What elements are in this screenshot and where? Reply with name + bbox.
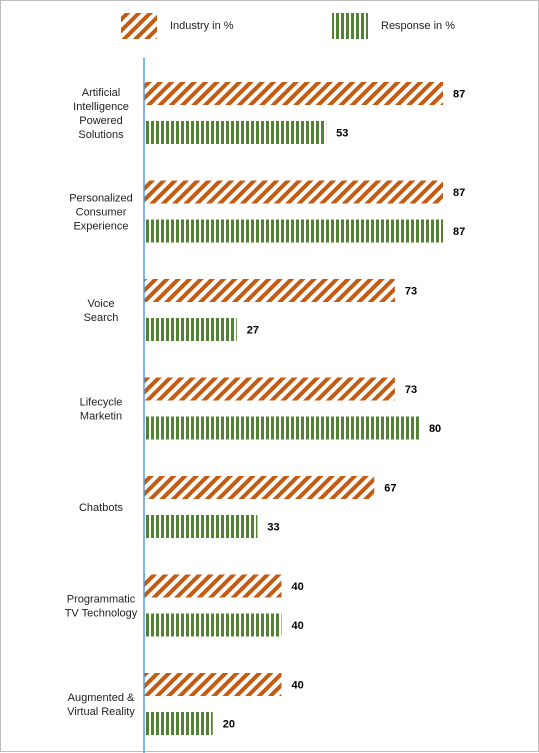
bar-response-4 [144, 515, 258, 538]
category-label-2: Voice Search [84, 298, 119, 324]
data-label-industry-6: 40 [291, 680, 303, 692]
bar-response-0 [144, 121, 327, 144]
category-label-6: Augmented & Virtual Reality [67, 692, 135, 718]
category-label-5: Programmatic TV Technology [65, 594, 138, 620]
bar-industry-1 [144, 180, 443, 204]
bar-response-5 [144, 613, 282, 637]
data-label-response-5: 40 [291, 620, 303, 632]
bar-industry-5 [144, 574, 282, 598]
data-label-industry-5: 40 [291, 581, 303, 593]
legend-label-response: Response in % [381, 20, 455, 32]
category-label-4: Chatbots [79, 502, 124, 514]
data-label-response-4: 33 [267, 522, 279, 534]
data-label-response-0: 53 [336, 128, 348, 140]
legend: Industry in % Response in % [121, 13, 455, 39]
data-label-response-6: 20 [223, 719, 235, 731]
category-label-1: Personalized Consumer Experience [69, 193, 133, 233]
data-label-industry-2: 73 [405, 286, 417, 298]
legend-label-industry: Industry in % [170, 20, 234, 32]
bar-response-3 [144, 416, 419, 440]
category-label-3: Lifecycle Marketin [80, 397, 123, 423]
bar-response-6 [144, 712, 213, 735]
legend-swatch-industry [121, 13, 157, 39]
data-label-response-1: 87 [453, 226, 465, 238]
bar-industry-3 [144, 377, 395, 401]
legend-swatch-response [332, 13, 368, 39]
bar-response-2 [144, 318, 237, 341]
data-label-response-2: 27 [247, 325, 259, 337]
bar-industry-0 [144, 82, 443, 105]
value-labels: 87 53 87 87 73 27 73 80 67 33 40 40 40 20 [223, 89, 466, 731]
category-labels: Artificial Intelligence Powered Solutions Pe… [65, 87, 138, 718]
bar-industry-2 [144, 279, 395, 302]
data-label-industry-3: 73 [405, 384, 417, 396]
bar-industry-4 [144, 476, 375, 499]
data-label-industry-0: 87 [453, 89, 465, 101]
bars [144, 82, 443, 735]
bar-industry-6 [144, 673, 282, 696]
data-label-industry-4: 67 [384, 483, 396, 495]
data-label-industry-1: 87 [453, 187, 465, 199]
bar-response-1 [144, 219, 443, 243]
category-label-0: Artificial Intelligence Powered Solutions [73, 87, 129, 141]
data-label-response-3: 80 [429, 423, 441, 435]
